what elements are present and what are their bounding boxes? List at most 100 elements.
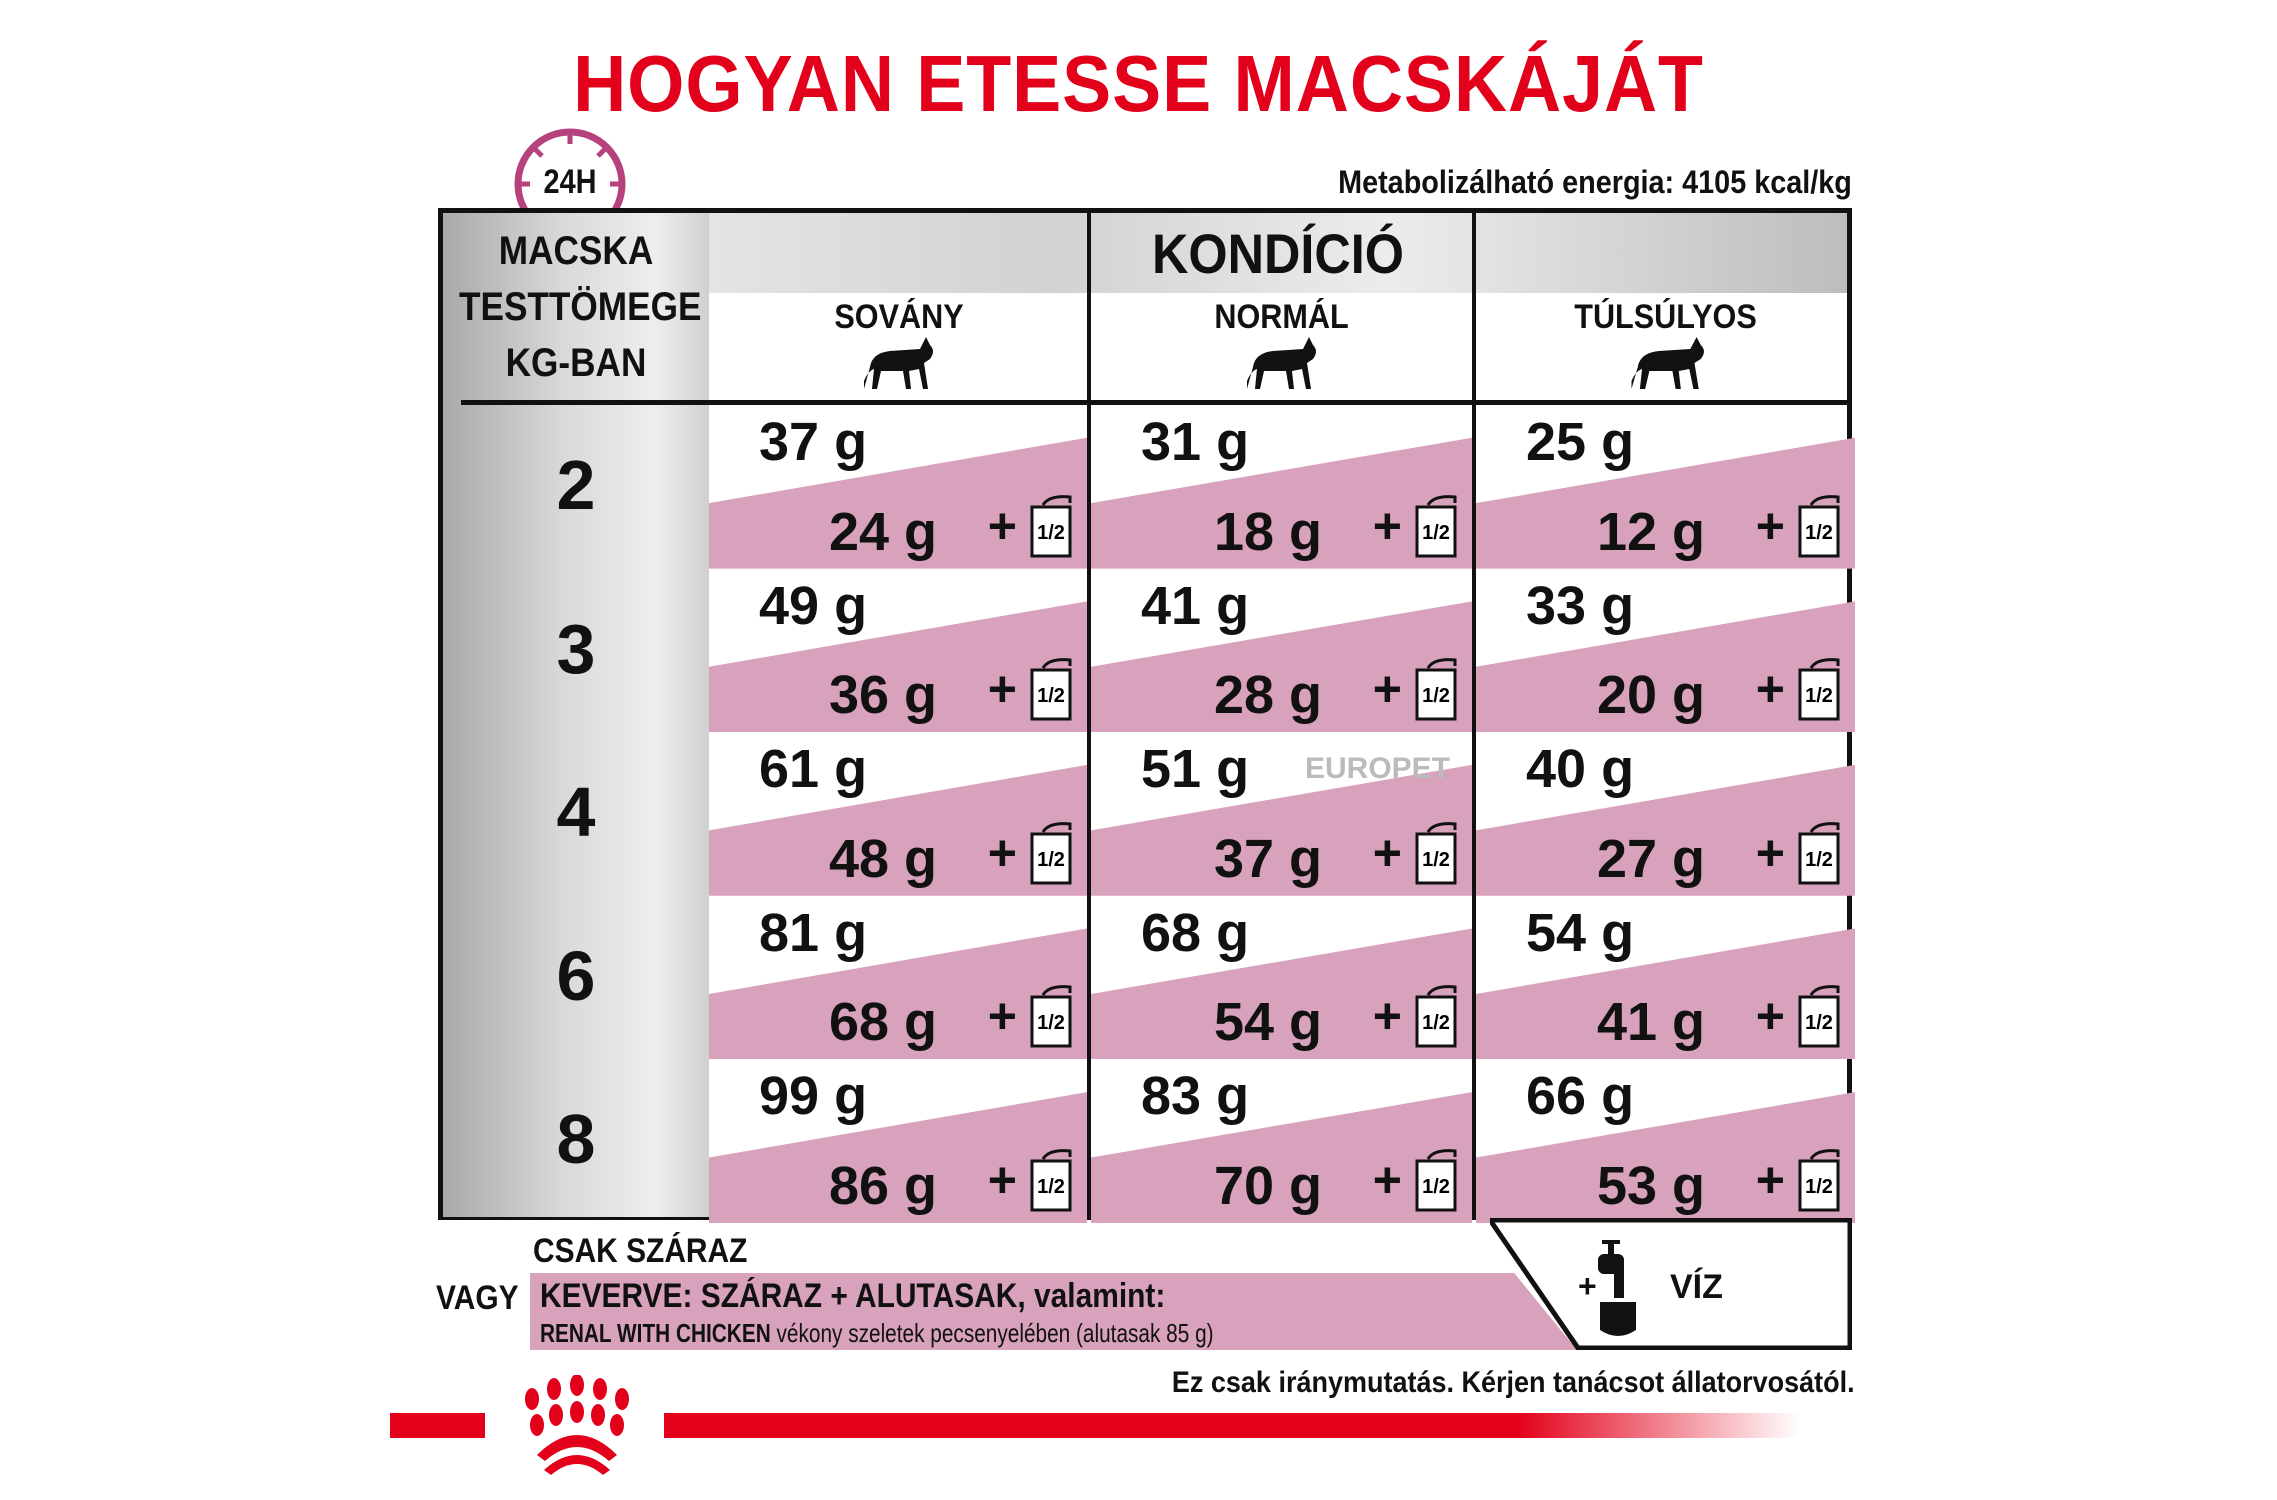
mixed-dry-amount: 28 g [1213,665,1322,726]
pouch-label: 1/2 [1805,1176,1833,1198]
dry-only-amount: 61 g [759,739,868,800]
pouch-label: 1/2 [1037,849,1065,871]
mixed-dry-amount: 68 g [828,992,937,1053]
disclaimer: Ez csak iránymutatás. Kérjen tanácsot ál… [1172,1366,1855,1399]
brand-bar-right [664,1413,1800,1438]
half-pouch-icon: 1/2 [1415,1149,1457,1212]
water-tap-icon [1598,1240,1636,1336]
dry-only-amount: 54 g [1526,902,1635,963]
plus-sign: + [1755,497,1785,554]
feeding-table: KONDÍCIÓ MACSKA TESTTÖMEGE KG-BAN SOVÁNY… [438,208,1855,1223]
pouch-label: 1/2 [1805,1012,1833,1034]
mixed-band [530,1273,1577,1350]
half-pouch-icon: 1/2 [1030,658,1072,721]
ration-cell: 25 g 12 g + 1/2 [1476,405,1855,569]
ration-cell: 54 g 41 g + 1/2 [1476,896,1855,1060]
ration-cell: 81 g 68 g + 1/2 [709,896,1087,1060]
dry-only-amount: 68 g [1141,902,1250,963]
watermark: EUROPET [1305,752,1451,785]
half-pouch-icon: 1/2 [1030,821,1072,885]
mixed-dry-amount: 36 g [828,665,937,726]
cat-silhouette-icon [864,337,933,389]
ration-cell: 31 g 18 g + 1/2 [1091,405,1472,569]
dry-only-amount: 99 g [759,1066,868,1127]
pouch-label: 1/2 [1422,522,1450,544]
half-pouch-icon: 1/2 [1415,658,1457,721]
plus-sign: + [987,497,1017,554]
renal-desc: vékony szeletek pecsenyelében (alutasak … [776,1318,1214,1348]
pouch-label: 1/2 [1037,1176,1065,1198]
ration-cell: 66 g 53 g + 1/2 [1476,1059,1855,1223]
page-title: HOGYAN ETESSE MACSKÁJÁT [573,39,1704,128]
column-header: TÚLSÚLYOS [1574,298,1757,336]
condition-header: KONDÍCIÓ [1152,222,1404,285]
dry-only-amount: 66 g [1526,1066,1635,1127]
plus-sign: + [1755,661,1785,718]
pouch-label: 1/2 [1805,849,1833,871]
plus-sign: + [1755,824,1785,881]
plus-sign: + [987,988,1017,1045]
weight-column-bg [443,213,709,1217]
cat-weight: 8 [556,1100,596,1179]
weight-header-line: TESTTÖMEGE [458,285,702,329]
half-pouch-icon: 1/2 [1030,494,1072,558]
dry-only-amount: 49 g [759,575,868,636]
pouch-label: 1/2 [1037,685,1065,707]
water-label: VÍZ [1670,1268,1723,1306]
mixed-dry-amount: 53 g [1596,1155,1705,1216]
pouch-label: 1/2 [1422,685,1450,707]
pouch-label: 1/2 [1422,849,1450,871]
water-box [1490,1218,1852,1350]
dry-only-amount: 37 g [759,412,868,472]
dry-only-amount: 33 g [1526,575,1635,636]
water-plus: + [1578,1268,1597,1304]
half-pouch-icon: 1/2 [1415,985,1457,1048]
pouch-label: 1/2 [1037,1012,1065,1034]
dry-only-amount: 41 g [1141,575,1250,636]
plus-sign: + [1372,661,1402,718]
pouch-label: 1/2 [1805,685,1833,707]
condition-header-band [709,213,1847,293]
plus-sign: + [1755,1151,1785,1208]
ration-cell: 41 g 28 g + 1/2 [1091,569,1472,733]
plus-sign: + [1372,1151,1402,1208]
plus-sign: + [987,1151,1017,1208]
column-header: NORMÁL [1214,298,1349,336]
plus-sign: + [987,824,1017,881]
plus-sign: + [1755,988,1785,1045]
dry-only-amount: 40 g [1526,739,1635,800]
dry-only-amount: 83 g [1141,1066,1250,1127]
dry-only-amount: 31 g [1141,412,1250,472]
pouch-label: 1/2 [1805,522,1833,544]
half-pouch-icon: 1/2 [1798,821,1840,885]
dry-only-label: CSAK SZÁRAZ [533,1232,748,1270]
half-pouch-icon: 1/2 [1798,658,1840,721]
mixed-dry-amount: 70 g [1213,1155,1322,1216]
mixed-dry-amount: 86 g [828,1155,937,1216]
ration-cell: 40 g 27 g + 1/2 [1476,732,1855,896]
mixed-dry-amount: 54 g [1213,992,1322,1053]
half-pouch-icon: 1/2 [1030,985,1072,1048]
cat-weight: 4 [556,773,596,852]
ration-cell: 51 g 37 g + 1/2 [1091,732,1472,896]
ration-cell: 99 g 86 g + 1/2 [709,1059,1087,1223]
mixed-dry-amount: 27 g [1596,828,1705,889]
weight-header-line: MACSKA [498,229,654,273]
mixed-dry-amount: 20 g [1596,665,1705,726]
mixed-dry-amount: 18 g [1213,501,1322,562]
cat-silhouette-icon [1631,337,1704,389]
half-pouch-icon: 1/2 [1415,494,1457,558]
plus-sign: + [1372,497,1402,554]
half-pouch-icon: 1/2 [1030,1149,1072,1212]
cat-silhouette-icon [1246,337,1316,389]
ration-cell: 37 g 24 g + 1/2 [709,405,1087,569]
half-pouch-icon: 1/2 [1415,821,1457,885]
renal-note: RENAL WITH CHICKEN vékony szeletek pecse… [540,1318,1214,1349]
mixed-dry-amount: 37 g [1213,828,1322,889]
column-header: SOVÁNY [834,298,964,336]
weight-header-line: KG-BAN [505,341,647,385]
mixed-dry-amount: 24 g [828,501,937,562]
mixed-dry-amount: 41 g [1596,992,1705,1053]
cat-weight: 3 [556,609,596,688]
or-label: VAGY [436,1279,519,1317]
